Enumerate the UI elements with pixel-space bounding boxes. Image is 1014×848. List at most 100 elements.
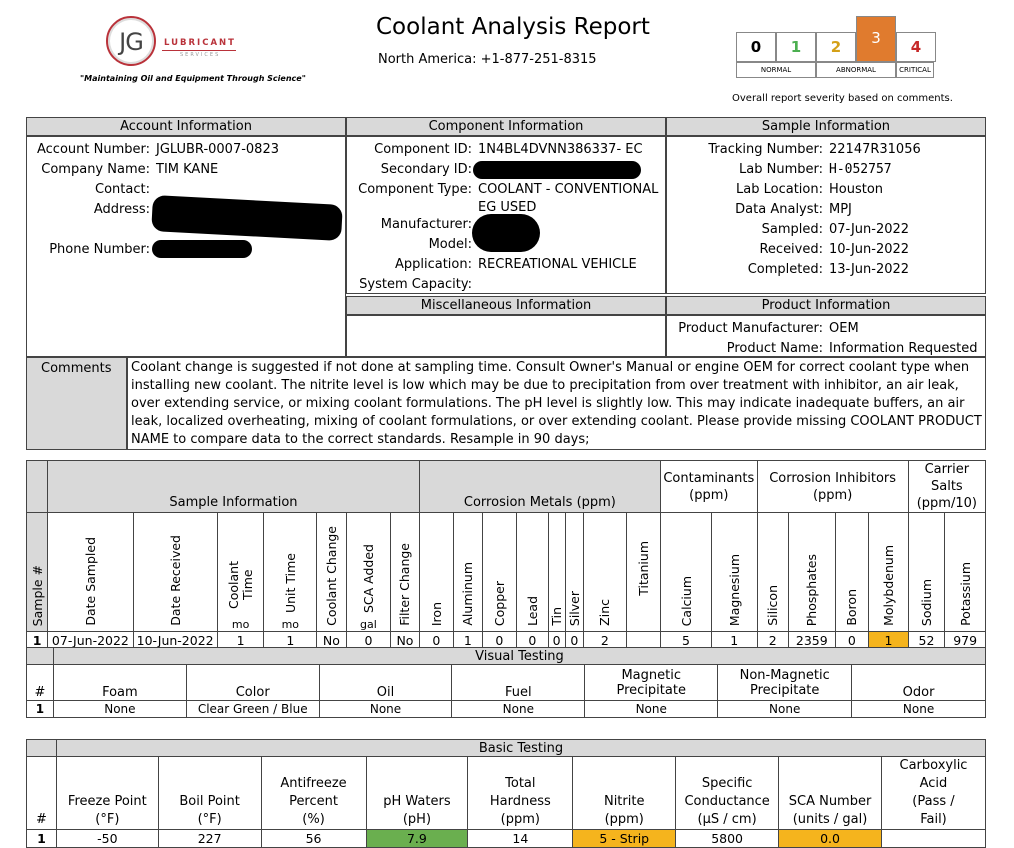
- comments-label: Comments: [26, 357, 127, 450]
- visual-cell-odor: None: [851, 700, 986, 718]
- misc-panel: [346, 315, 666, 357]
- severity-label-normal: NORMAL: [736, 62, 816, 78]
- redacted-phone: [152, 240, 252, 258]
- col-boron: Boron: [834, 512, 870, 632]
- cell-aluminum: 1: [453, 631, 483, 650]
- product-manufacturer-value: OEM: [829, 321, 859, 336]
- basic-col-hardness: Total Hardness (ppm): [467, 756, 574, 830]
- visual-header: Visual Testing: [52, 647, 987, 665]
- product-panel: [666, 315, 986, 357]
- basic-col-number: #: [26, 756, 57, 830]
- redacted-secondary-id: [473, 161, 641, 179]
- basic-corner: [26, 739, 57, 757]
- component-header: Component Information: [346, 117, 666, 136]
- company-logo: JG LUBRICANT SERVICES "Maintaining Oil a…: [80, 14, 306, 86]
- severity-note: Overall report severity based on comment…: [732, 93, 953, 104]
- lab-number-value: H-052757: [829, 162, 892, 177]
- col-lead: Lead: [516, 512, 549, 632]
- manufacturer-label: Manufacturer:: [380, 217, 472, 232]
- report-title: Coolant Analysis Report: [376, 14, 650, 40]
- basic-cell-ph: 7.9: [365, 829, 469, 848]
- visual-cell-foam: None: [52, 700, 187, 718]
- cell-date-sampled: 07-Jun-2022: [47, 631, 134, 650]
- visual-col-oil: Oil: [318, 664, 453, 701]
- component-type-value: COOLANT - CONVENTIONAL EG USED: [478, 182, 659, 215]
- col-unit-time: Unit Time mo: [263, 512, 318, 632]
- visual-cell-oil: None: [318, 700, 453, 718]
- basic-cell-hardness: 14: [467, 829, 574, 848]
- system-capacity-label: System Capacity:: [359, 277, 472, 292]
- sample-header: Sample Information: [666, 117, 986, 136]
- col-potassium: Potassium: [944, 512, 986, 632]
- basic-col-antifreeze: Antifreeze Percent (%): [260, 756, 367, 830]
- col-phosphates: Phosphates: [787, 512, 836, 632]
- product-header: Product Information: [666, 296, 986, 315]
- basic-col-carboxylic: Carboxylic Acid (Pass / Fail): [880, 756, 987, 830]
- basic-cell-boil-point: 227: [157, 829, 262, 848]
- contact-label: Contact:: [95, 182, 150, 197]
- cell-date-received: 10-Jun-2022: [132, 631, 218, 650]
- unit-unit-time: mo: [281, 618, 300, 631]
- received-label: Received:: [759, 242, 823, 257]
- visual-col-odor: Odor: [851, 664, 986, 701]
- table-row: 1 None Clear Green / Blue None None None…: [26, 700, 986, 718]
- basic-testing-table: Basic Testing # Freeze Point (°F) Boil Po…: [26, 739, 987, 848]
- component-id-label: Component ID:: [374, 142, 472, 157]
- basic-cell-antifreeze: 56: [260, 829, 367, 848]
- col-filter-change: Filter Change: [390, 512, 420, 632]
- col-zinc: Zinc: [583, 512, 627, 632]
- severity-2: 2: [816, 32, 856, 62]
- visual-col-magnetic: Magnetic Precipitate: [584, 664, 719, 701]
- group-sample-info: Sample Information: [47, 460, 420, 513]
- account-number-label: Account Number:: [37, 142, 150, 157]
- col-iron: Iron: [418, 512, 455, 632]
- visual-col-number: #: [26, 664, 54, 701]
- address-label: Address:: [93, 202, 150, 217]
- basic-col-boil-point: Boil Point (°F): [157, 756, 262, 830]
- visual-cell-fuel: None: [451, 700, 586, 718]
- visual-corner: [26, 647, 54, 665]
- lab-number-label: Lab Number:: [739, 162, 823, 177]
- analyst-label: Data Analyst:: [735, 202, 823, 217]
- visual-col-fuel: Fuel: [451, 664, 586, 701]
- col-sample-number: Sample #: [25, 512, 49, 632]
- component-type-label: Component Type:: [358, 182, 472, 197]
- basic-col-sca-number: SCA Number (units / gal): [778, 756, 882, 830]
- product-manufacturer-label: Product Manufacturer:: [678, 321, 823, 336]
- sampled-label: Sampled:: [761, 222, 823, 237]
- basic-col-nitrite: Nitrite (ppm): [572, 756, 677, 830]
- col-copper: Copper: [481, 512, 518, 632]
- logo-divider: [162, 50, 236, 51]
- unit-sca-added: gal: [360, 618, 377, 631]
- severity-scale: 0 1 2 3 4 NORMAL ABNORMAL CRITICAL: [736, 16, 936, 78]
- component-id-value: 1N4BL4DVNN386337- EC: [478, 142, 643, 157]
- tagline: "Maintaining Oil and Equipment Through S…: [80, 74, 306, 83]
- received-value: 10-Jun-2022: [829, 242, 910, 257]
- account-header: Account Information: [26, 117, 346, 136]
- visual-cell-number: 1: [26, 700, 54, 718]
- severity-0: 0: [736, 32, 776, 62]
- group-corrosion-inhibitors: Corrosion Inhibitors (ppm): [756, 460, 909, 513]
- col-sodium: Sodium: [907, 512, 946, 632]
- basic-cell-sca-number: 0.0: [778, 829, 882, 848]
- group-corrosion-metals: Corrosion Metals (ppm): [418, 460, 662, 513]
- basic-cell-conductance: 5800: [675, 829, 780, 848]
- secondary-id-label: Secondary ID:: [380, 162, 472, 177]
- logo-text: JG: [119, 28, 144, 56]
- table-row: 1 -50 227 56 7.9 14 5 - Strip 5800 0.0: [26, 829, 987, 848]
- basic-cell-carboxylic: [880, 829, 987, 848]
- application-value: RECREATIONAL VEHICLE: [478, 257, 637, 272]
- col-sca-added: SCA Added gal: [345, 512, 392, 632]
- col-silver: Silver: [564, 512, 585, 632]
- col-aluminum: Aluminum: [453, 512, 483, 632]
- analyst-value: MPJ: [829, 202, 852, 217]
- logo-emblem: JG: [106, 16, 156, 66]
- model-label: Model:: [428, 237, 472, 252]
- product-name-value: Information Requested: [829, 341, 978, 356]
- basic-cell-nitrite: 5 - Strip: [572, 829, 677, 848]
- corner-cell: [25, 460, 49, 513]
- application-label: Application:: [394, 257, 472, 272]
- visual-cell-non-magnetic: None: [717, 700, 853, 718]
- severity-label-critical: CRITICAL: [896, 62, 934, 78]
- lab-location-label: Lab Location:: [736, 182, 823, 197]
